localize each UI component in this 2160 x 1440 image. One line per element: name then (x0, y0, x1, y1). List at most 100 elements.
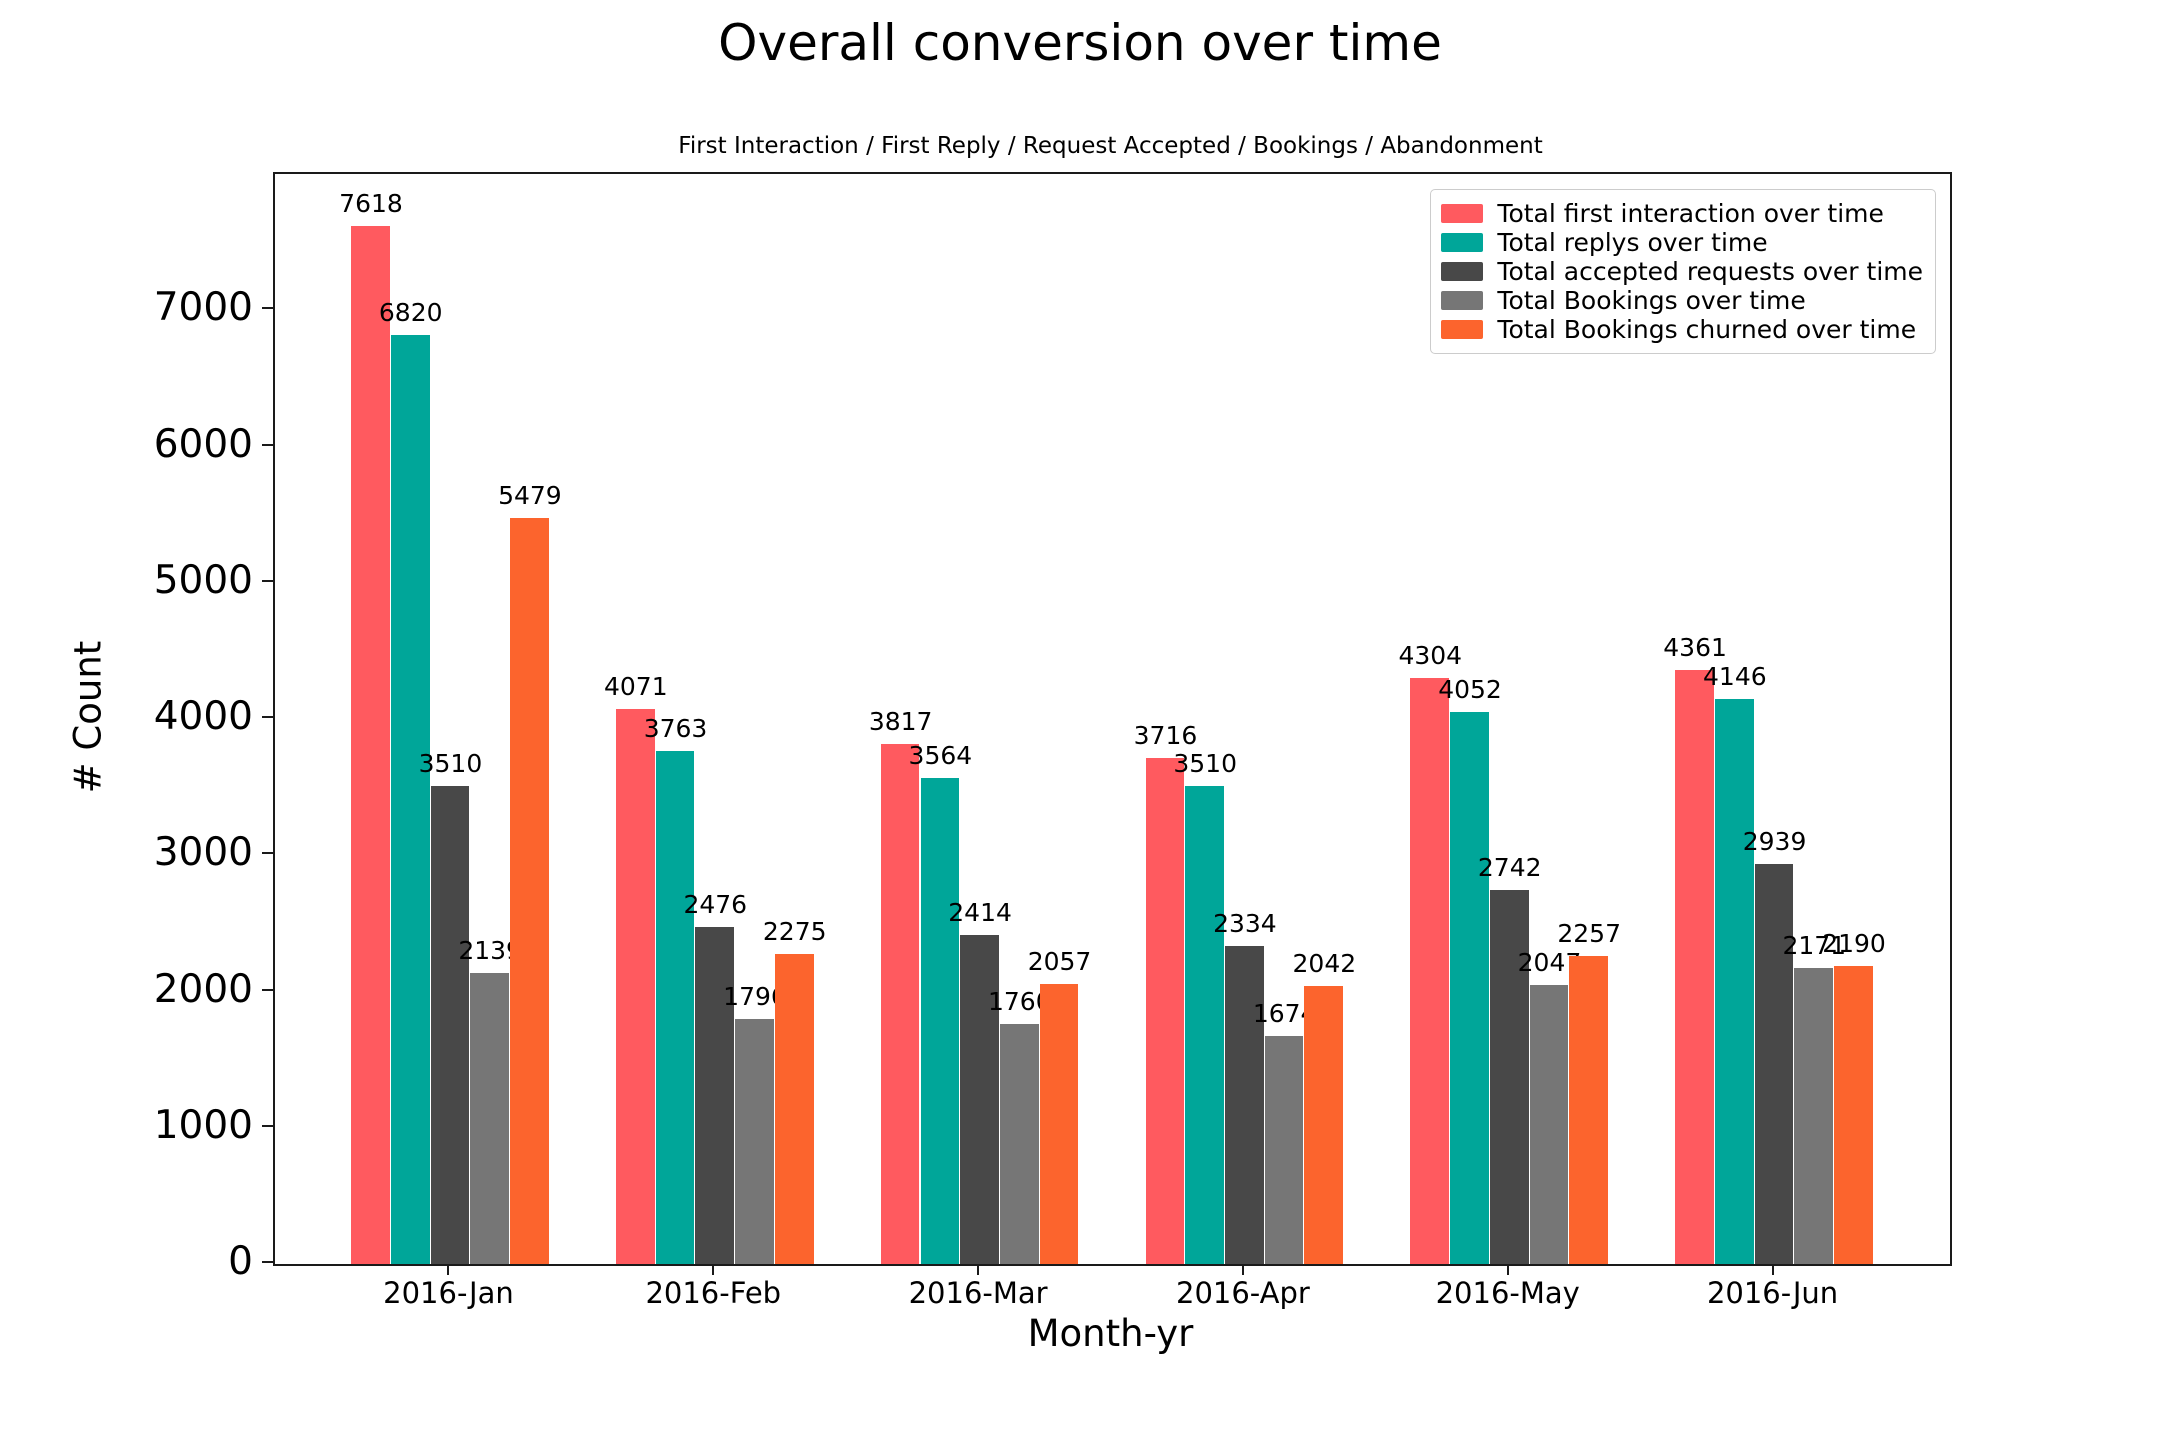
legend-label: Total replys over time (1497, 228, 1768, 257)
legend-entry: Total replys over time (1441, 228, 1923, 257)
bar-value-label: 2476 (683, 889, 748, 919)
bar-value-label: 3817 (868, 706, 933, 736)
legend-entry: Total accepted requests over time (1441, 257, 1923, 286)
legend-label: Total Bookings over time (1497, 286, 1806, 315)
bar-value-label: 3564 (908, 741, 973, 771)
bar-value-label: 4146 (1703, 662, 1767, 692)
bar-value-label: 4052 (1438, 674, 1502, 704)
bar-2016-Apr-s4 (1304, 985, 1344, 1264)
bar-2016-Feb-s3 (735, 1019, 774, 1264)
bar-value-label: 3510 (1173, 748, 1237, 778)
bar-2016-Feb-s1 (655, 751, 695, 1264)
y-tick-mark (262, 443, 273, 446)
bar-2016-May-s0 (1410, 677, 1450, 1264)
legend-label: Total accepted requests over time (1497, 257, 1923, 286)
x-tick-label: 2016-Mar (908, 1276, 1048, 1310)
y-tick-label: 6000 (153, 421, 253, 467)
bar-value-label: 2414 (948, 898, 1012, 928)
y-tick-mark (262, 988, 273, 991)
bar-2016-May-s3 (1529, 985, 1569, 1264)
bar-value-label: 7618 (339, 189, 403, 219)
x-tick-label: 2016-Jun (1706, 1276, 1839, 1310)
chart-title: Overall conversion over time (718, 14, 1442, 72)
legend-label: Total Bookings churned over time (1497, 315, 1917, 344)
bar-2016-Jan-s2 (430, 785, 470, 1264)
x-tick-mark (447, 1264, 450, 1275)
y-tick-mark (262, 1124, 273, 1127)
x-tick-mark (1506, 1264, 1509, 1275)
y-tick-label: 4000 (153, 694, 253, 739)
y-tick-label: 7000 (153, 285, 253, 331)
legend-entry: Total Bookings churned over time (1441, 315, 1923, 344)
bar-value-label: 2939 (1742, 826, 1807, 856)
x-tick-label: 2016-Apr (1176, 1276, 1310, 1310)
y-tick-label: 0 (228, 1239, 253, 1284)
bar-value-label: 2057 (1027, 946, 1092, 976)
bar-2016-Feb-s0 (615, 709, 655, 1264)
bar-value-label: 2742 (1477, 853, 1542, 883)
bar-2016-Mar-s0 (880, 743, 920, 1264)
bar-value-label: 6820 (378, 297, 443, 327)
y-tick-mark (262, 1261, 273, 1263)
bar-2016-Apr-s0 (1145, 757, 1185, 1264)
legend-label: Total first interaction over time (1497, 199, 1884, 228)
y-tick-mark (262, 307, 273, 310)
bar-value-label: 2275 (762, 917, 827, 947)
bar-2016-May-s4 (1569, 956, 1609, 1264)
y-tick-mark (262, 852, 273, 855)
x-tick-mark (1771, 1264, 1774, 1275)
y-tick-mark (262, 579, 273, 582)
legend-entry: Total first interaction over time (1441, 199, 1923, 228)
legend-entry: Total Bookings over time (1441, 286, 1923, 315)
y-tick-label: 5000 (153, 557, 253, 603)
bar-value-label: 4071 (604, 672, 668, 702)
bar-2016-Jan-s0 (351, 226, 390, 1264)
bar-value-label: 3763 (643, 714, 708, 744)
bar-2016-Apr-s2 (1225, 946, 1264, 1264)
x-tick-label: 2016-Feb (645, 1276, 782, 1310)
y-tick-label: 1000 (153, 1102, 253, 1148)
bar-2016-Feb-s4 (774, 954, 814, 1264)
bar-value-label: 2042 (1292, 948, 1357, 978)
bar-2016-Jan-s4 (510, 517, 549, 1264)
bar-2016-Mar-s2 (960, 935, 999, 1264)
bar-2016-Jan-s3 (470, 972, 510, 1264)
chart-subtitle: First Interaction / First Reply / Reques… (678, 133, 1543, 159)
bar-value-label: 3510 (418, 748, 483, 778)
bar-2016-Jan-s1 (390, 334, 430, 1264)
x-tick-mark (1241, 1264, 1244, 1275)
legend: Total first interaction over time Total r… (1430, 189, 1936, 354)
bar-value-label: 3716 (1133, 720, 1198, 750)
bar-2016-Mar-s3 (999, 1024, 1039, 1264)
bar-2016-May-s1 (1450, 711, 1489, 1264)
x-tick-mark (977, 1264, 980, 1275)
bar-2016-Jun-s0 (1675, 669, 1714, 1264)
bar-value-label: 4361 (1663, 632, 1727, 662)
y-tick-label: 3000 (153, 830, 253, 876)
bar-2016-Mar-s4 (1039, 983, 1079, 1264)
bar-value-label: 2171 (1782, 931, 1847, 961)
legend-swatch-icon (1441, 320, 1484, 339)
y-tick-mark (262, 716, 273, 718)
x-tick-mark (712, 1264, 715, 1275)
legend-swatch-icon (1441, 262, 1484, 281)
bar-2016-Mar-s1 (920, 778, 960, 1264)
bar-value-label: 2257 (1557, 919, 1621, 949)
bar-2016-May-s2 (1489, 890, 1529, 1264)
bar-2016-Jun-s3 (1794, 968, 1834, 1264)
bar-value-label: 2190 (1822, 928, 1886, 958)
bar-2016-Feb-s2 (695, 926, 735, 1264)
plot-area: Total first interaction over time Total r… (273, 172, 1952, 1266)
bar-2016-Jun-s2 (1754, 863, 1794, 1264)
bar-2016-Jun-s1 (1714, 699, 1754, 1264)
bar-value-label: 4304 (1398, 640, 1463, 670)
y-tick-label: 2000 (153, 966, 253, 1012)
legend-swatch-icon (1441, 233, 1484, 252)
bar-value-label: 5479 (498, 480, 562, 510)
x-tick-label: 2016-May (1435, 1276, 1580, 1310)
legend-swatch-icon (1441, 291, 1484, 310)
bar-2016-Jun-s4 (1834, 965, 1873, 1264)
bar-value-label: 2334 (1213, 909, 1277, 938)
bar-2016-Apr-s3 (1264, 1035, 1304, 1264)
